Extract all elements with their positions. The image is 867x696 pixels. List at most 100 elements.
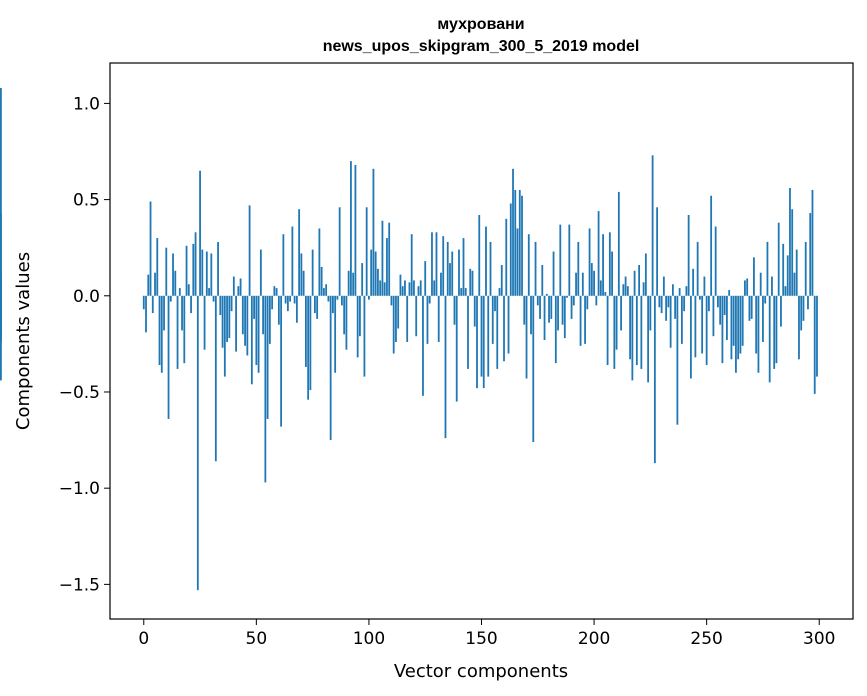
bar: [359, 295, 361, 337]
bar: [644, 253, 647, 296]
bar: [629, 295, 631, 360]
bar: [534, 241, 537, 296]
bar: [386, 238, 388, 296]
bar: [320, 266, 323, 296]
bar: [527, 234, 530, 296]
bar: [514, 189, 517, 296]
bar: [433, 280, 436, 296]
bar: [656, 207, 659, 296]
bar: [316, 295, 319, 319]
bar: [154, 272, 156, 296]
bar: [557, 295, 559, 331]
y-tick-label: 1.0: [73, 94, 100, 114]
bar: [782, 243, 785, 296]
bar: [784, 286, 787, 296]
bar: [811, 189, 814, 296]
bar: [298, 209, 301, 296]
y-axis-label: Components values: [13, 252, 34, 430]
bar: [282, 234, 285, 296]
bar: [737, 295, 740, 360]
bar: [410, 234, 413, 296]
bar: [325, 284, 328, 296]
bar: [719, 295, 722, 325]
bar: [345, 295, 348, 350]
x-axis-label: Vector components: [394, 661, 568, 682]
bar: [717, 295, 719, 308]
bar: [280, 295, 283, 427]
bar: [552, 251, 555, 296]
bar: [163, 295, 165, 331]
bar: [487, 295, 490, 377]
bar: [248, 205, 251, 296]
bar: [370, 249, 373, 296]
bar: [262, 295, 264, 335]
bar: [377, 268, 379, 296]
bar: [786, 255, 789, 296]
bar: [626, 286, 629, 296]
bar: [683, 295, 686, 312]
bar: [147, 274, 150, 296]
bar: [599, 280, 602, 296]
bar: [710, 195, 713, 296]
bar: [341, 295, 343, 306]
bar: [687, 214, 690, 296]
bar: [726, 295, 728, 341]
bar: [595, 295, 598, 306]
bar: [500, 265, 503, 296]
bar: [757, 295, 760, 373]
bar: [381, 220, 384, 296]
bar: [590, 263, 593, 296]
bar: [257, 295, 260, 373]
bar: [455, 295, 458, 402]
bar: [741, 295, 744, 346]
bar: [660, 295, 663, 314]
bar: [327, 295, 330, 302]
bar: [379, 280, 382, 296]
bar: [417, 286, 420, 296]
bar: [793, 272, 796, 296]
bar: [406, 295, 409, 342]
bar: [554, 295, 557, 364]
bar: [187, 284, 190, 296]
bar: [289, 295, 292, 302]
bar: [372, 168, 375, 296]
bar: [392, 295, 395, 354]
bar: [809, 213, 812, 296]
bar: [176, 295, 179, 369]
bar: [746, 278, 749, 296]
bar: [739, 295, 742, 354]
bar: [678, 288, 681, 296]
bar: [307, 295, 310, 400]
y-tick-label: −0.5: [59, 383, 100, 403]
bar: [284, 295, 287, 304]
x-tick-label: 150: [465, 629, 497, 649]
bar: [467, 295, 469, 369]
bar: [449, 263, 451, 296]
bar: [361, 263, 364, 296]
bar: [172, 253, 174, 296]
bar: [145, 295, 147, 333]
bar: [813, 295, 816, 394]
bar: [804, 241, 807, 296]
bar: [217, 241, 219, 296]
bar: [723, 295, 726, 316]
bar: [620, 295, 622, 331]
bar: [640, 295, 643, 369]
bar: [647, 295, 650, 383]
bar: [489, 241, 492, 296]
bar: [192, 243, 195, 296]
bar: [277, 295, 280, 325]
bar: [476, 295, 478, 389]
bar: [0, 295, 2, 339]
bar: [676, 295, 679, 425]
bar: [509, 203, 512, 296]
bar: [649, 295, 652, 331]
bar: [199, 170, 201, 296]
bar: [201, 249, 204, 296]
bar: [165, 247, 168, 296]
y-tick-label: −1.5: [59, 575, 100, 595]
bar: [255, 295, 258, 366]
bar: [311, 249, 314, 296]
bar: [453, 295, 456, 325]
bar: [347, 270, 350, 296]
